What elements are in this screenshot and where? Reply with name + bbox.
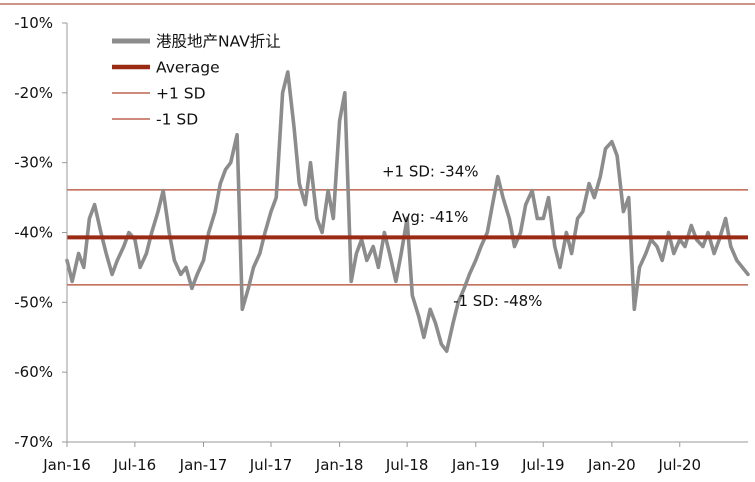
annotations: +1 SD: -34% Avg: -41% -1 SD: -48%	[382, 163, 542, 310]
y-tick-label: -50%	[14, 293, 53, 311]
x-tick-label: Jan-20	[587, 456, 636, 474]
legend-label: +1 SD	[156, 85, 206, 103]
legend-label: 港股地产NAV折让	[156, 33, 281, 51]
x-tick-label: Jul-20	[657, 456, 701, 474]
x-tick-label: Jul-17	[249, 456, 293, 474]
y-tick-label: -20%	[14, 84, 53, 102]
x-tick-label: Jul-16	[113, 456, 157, 474]
annotation-label: +1 SD: -34%	[382, 163, 479, 181]
legend: 港股地产NAV折让 Average +1 SD -1 SD	[112, 33, 281, 129]
x-tick-label: Jul-19	[521, 456, 565, 474]
y-tick-label: -10%	[14, 14, 53, 32]
y-tick-label: -40%	[14, 224, 53, 242]
x-tick-label: Jan-17	[179, 456, 228, 474]
annotation-label: Avg: -41%	[392, 208, 468, 226]
x-tick-label: Jan-19	[451, 456, 500, 474]
y-tick-label: -60%	[14, 363, 53, 381]
x-tick-label: Jan-16	[42, 456, 91, 474]
legend-label: -1 SD	[156, 111, 198, 129]
axes: -10% -20% -30% -40% -50% -60% -70% Jan-16 Jul-16…	[14, 14, 748, 474]
y-tick-label: -30%	[14, 154, 53, 172]
x-tick-label: Jul-18	[385, 456, 429, 474]
x-tick-label: Jan-18	[315, 456, 364, 474]
annotation-label: -1 SD: -48%	[453, 292, 542, 310]
series-group	[65, 70, 750, 354]
y-tick-label: -70%	[14, 433, 53, 451]
legend-label: Average	[156, 59, 220, 77]
